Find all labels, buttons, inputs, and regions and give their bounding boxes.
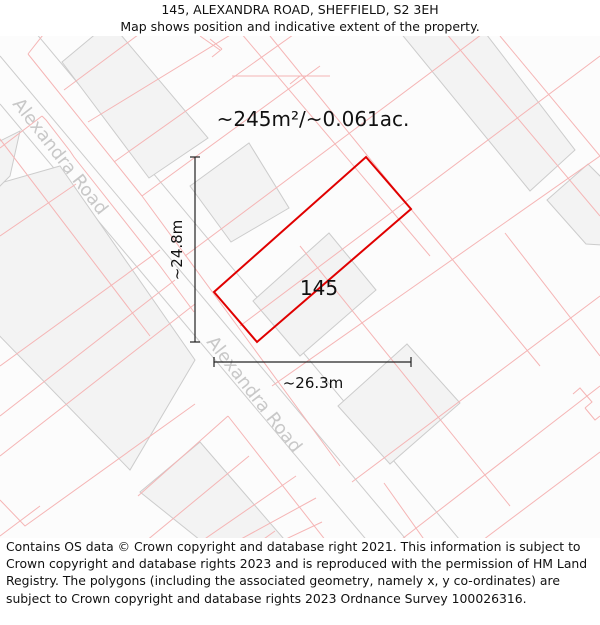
property-address: 145, ALEXANDRA ROAD, SHEFFIELD, S2 3EH xyxy=(161,2,439,17)
property-map[interactable]: Alexandra Road Alexandra Road ~245m²/~0.… xyxy=(0,36,600,538)
buildings xyxy=(0,36,600,538)
copyright-notice: Contains OS data © Crown copyright and d… xyxy=(6,539,588,606)
vertical-dimension-line xyxy=(190,156,200,343)
horizontal-dimension-label: ~26.3m xyxy=(283,374,344,392)
map-subtitle: Map shows position and indicative extent… xyxy=(120,19,480,34)
map-header: 145, ALEXANDRA ROAD, SHEFFIELD, S2 3EH M… xyxy=(0,0,600,37)
road-label-alexandra-road-lower: Alexandra Road xyxy=(202,332,306,457)
horizontal-dimension-line xyxy=(213,357,412,367)
vertical-dimension-label: ~24.8m xyxy=(168,220,186,281)
property-number-label: 145 xyxy=(300,276,338,300)
area-label: ~245m²/~0.061ac. xyxy=(217,107,410,131)
parcel-boundaries xyxy=(0,36,600,538)
property-outline[interactable] xyxy=(212,155,413,344)
